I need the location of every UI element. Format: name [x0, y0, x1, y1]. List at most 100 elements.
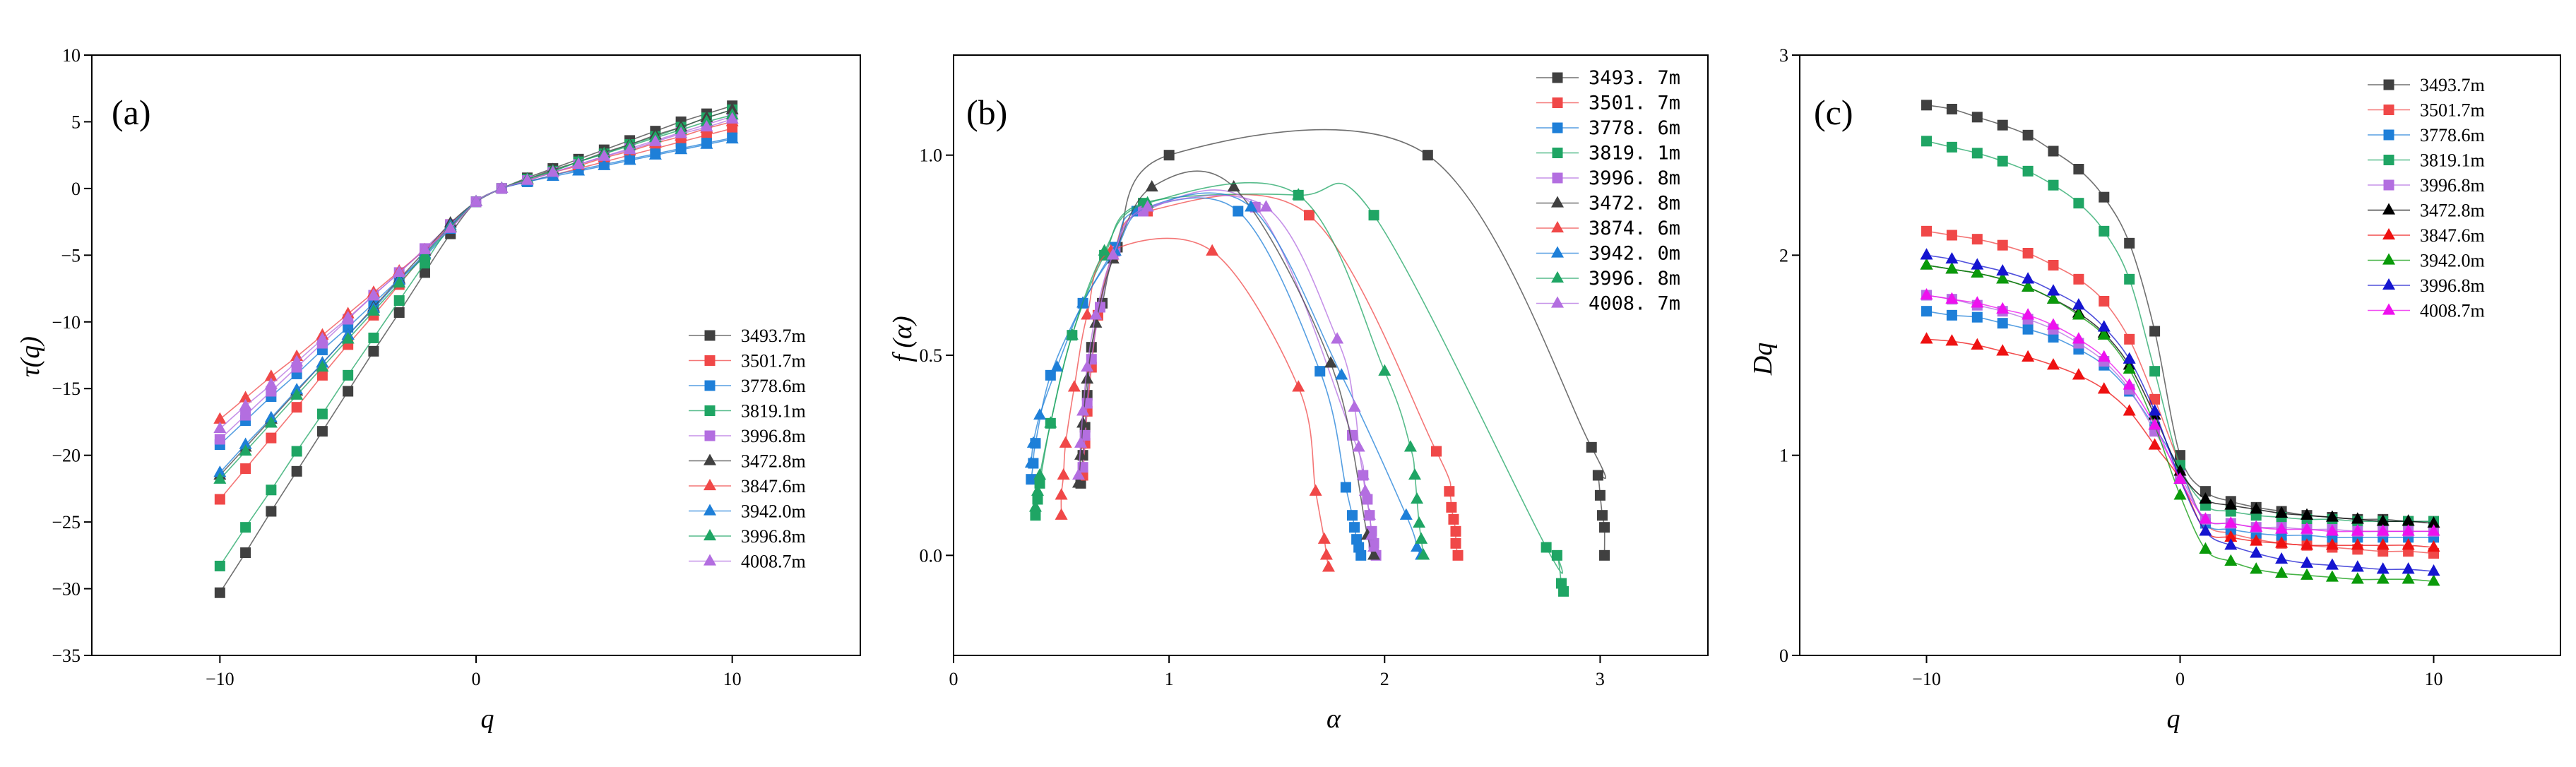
data-point	[1227, 179, 1240, 192]
legend-label: 3778.6m	[2420, 125, 2485, 145]
data-point	[1026, 436, 1040, 448]
data-point	[2351, 524, 2364, 536]
data-point	[1081, 308, 1094, 320]
data-point	[495, 181, 509, 194]
data-point	[2149, 326, 2161, 337]
y-tick-label: 0.0	[920, 545, 943, 566]
data-point	[2427, 524, 2440, 536]
data-point	[2022, 350, 2035, 362]
data-point	[1921, 100, 1932, 111]
data-point	[290, 388, 304, 400]
data-point	[2148, 418, 2161, 430]
data-point	[2325, 558, 2339, 570]
data-point	[1353, 542, 1365, 553]
data-point	[393, 275, 406, 288]
data-point	[1450, 537, 1461, 549]
legend-marker	[1552, 148, 1563, 158]
series-8	[1028, 182, 1430, 560]
series-2	[1921, 306, 2439, 543]
data-point	[2402, 572, 2415, 584]
data-point	[2250, 534, 2263, 546]
x-tick-label: 1	[1165, 669, 1174, 689]
data-point	[264, 377, 278, 389]
data-point	[2199, 524, 2212, 536]
data-point	[2402, 514, 2415, 526]
data-point	[1057, 468, 1070, 480]
data-point	[1431, 446, 1442, 457]
data-point	[1331, 332, 1344, 344]
data-point	[1594, 489, 1605, 501]
data-point	[1921, 136, 1932, 147]
data-point	[2022, 248, 2034, 258]
data-point	[1292, 188, 1305, 200]
data-point	[2099, 191, 2110, 203]
data-point	[1292, 380, 1305, 392]
data-point	[240, 522, 251, 533]
data-point	[316, 369, 328, 381]
data-point	[2199, 512, 2212, 524]
data-point	[700, 119, 713, 132]
legend-marker	[2383, 179, 2394, 191]
data-point	[1317, 532, 1331, 544]
y-tick-label: −35	[52, 646, 81, 666]
data-point	[2325, 524, 2339, 536]
data-point	[2022, 323, 2034, 335]
data-point	[444, 221, 457, 233]
data-point	[264, 416, 278, 428]
data-point	[2048, 179, 2059, 191]
data-point	[2301, 568, 2313, 580]
data-point	[1996, 263, 2010, 276]
data-point	[2250, 502, 2263, 514]
legend-label: 3847.6m	[2420, 225, 2485, 246]
data-point	[1349, 522, 1360, 533]
data-point	[1422, 150, 1433, 161]
data-point	[419, 267, 430, 278]
series-line	[219, 118, 732, 429]
legend-marker	[2382, 303, 2395, 315]
series-1	[1077, 194, 1464, 561]
data-point	[2072, 368, 2085, 380]
data-point	[1997, 119, 2008, 131]
x-axis-label: q	[2167, 704, 2180, 734]
x-tick-label: 0	[2176, 669, 2185, 689]
data-point	[2376, 524, 2390, 536]
legend-label: 4008.7m	[741, 552, 806, 572]
data-point	[2200, 486, 2211, 497]
data-point	[1920, 287, 1933, 300]
data-point	[2376, 538, 2390, 550]
data-point	[1408, 468, 1422, 480]
data-point	[343, 321, 354, 333]
x-tick-label: −10	[206, 669, 235, 689]
data-point	[1081, 359, 1094, 372]
data-point	[239, 398, 252, 410]
legend-label: 4008. 7m	[1589, 293, 1680, 315]
data-point	[648, 134, 662, 146]
legend-label: 3472. 8m	[1589, 193, 1680, 215]
x-tick-label: −10	[1912, 669, 1941, 689]
data-point	[2097, 328, 2111, 340]
data-point	[2224, 554, 2238, 566]
legend-label: 3996. 8m	[1589, 167, 1680, 189]
data-point	[1081, 371, 1094, 384]
data-point	[1448, 513, 1459, 525]
chart-panel-0: −10 0 10 −35 −30 −25 −20 −15 −10 −5 0 5 10 q τ(q) (a) 34…	[16, 45, 861, 734]
data-point	[266, 432, 277, 444]
data-point	[2301, 508, 2313, 520]
data-point	[1971, 112, 1983, 123]
legend-label: 3942. 0m	[1589, 243, 1680, 265]
legend-label: 3874. 6m	[1589, 218, 1680, 239]
data-point	[1541, 542, 1552, 553]
data-point	[1945, 262, 1959, 274]
data-point	[1997, 239, 2008, 251]
legend-marker	[1551, 296, 1564, 308]
y-tick-label: 0	[71, 179, 81, 199]
x-tick-label: 0	[472, 669, 481, 689]
data-point	[1355, 549, 1367, 561]
legend-marker	[2382, 203, 2395, 215]
legend-marker	[704, 355, 716, 366]
legend-marker	[704, 478, 716, 491]
legend-label: 3996.8m	[741, 426, 806, 446]
data-point	[1033, 408, 1047, 420]
data-point	[213, 472, 227, 484]
data-point	[2351, 512, 2364, 524]
